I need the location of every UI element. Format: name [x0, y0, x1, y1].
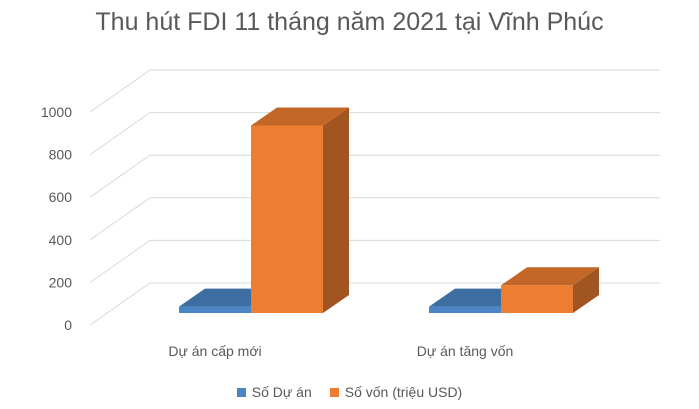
legend-item-so-von: Số vốn (triệu USD)	[329, 384, 463, 400]
y-tick-label-3: 600	[49, 189, 73, 205]
y-tick-label-1: 200	[49, 274, 73, 290]
gridlines	[89, 69, 660, 326]
chart-title: Thu hút FDI 11 tháng năm 2021 tại Vĩnh P…	[95, 8, 604, 36]
bar-front	[429, 306, 501, 313]
legend-swatch-so-du-an	[236, 387, 246, 397]
legend-label-so-du-an: Số Dự án	[251, 384, 312, 400]
y-tick-label-0: 0	[64, 317, 72, 333]
legend-item-so-du-an: Số Dự án	[236, 384, 312, 400]
y-tick-label-4: 800	[49, 147, 73, 163]
bar-front	[251, 125, 323, 313]
y-axis-ticks: 0 200 400 600 800 1000	[41, 104, 72, 333]
bar-so-von-1	[501, 267, 599, 313]
category-label-0: Dự án cấp mới	[168, 343, 261, 359]
bar-front	[179, 306, 251, 313]
legend: Số Dự án Số vốn (triệu USD)	[0, 384, 699, 400]
category-labels: Dự án cấp mới Dự án tăng vốn	[168, 343, 513, 359]
gridline-2	[89, 197, 660, 241]
legend-swatch-so-von	[329, 387, 339, 397]
gridline-0	[89, 282, 660, 326]
bars	[179, 107, 599, 313]
bar-so-von-0	[251, 107, 349, 313]
bar-top	[251, 107, 349, 126]
gridline-4	[89, 112, 660, 156]
bar-top	[501, 267, 599, 286]
bar-side	[573, 267, 599, 313]
bar-front	[501, 285, 573, 313]
gridline-1	[89, 239, 660, 283]
gridline-3	[89, 154, 660, 198]
category-label-1: Dự án tăng vốn	[417, 343, 514, 359]
y-tick-label-5: 1000	[41, 104, 72, 120]
bar-side	[323, 107, 349, 313]
gridline-5	[89, 69, 660, 113]
y-tick-label-2: 400	[49, 232, 73, 248]
legend-label-so-von: Số vốn (triệu USD)	[344, 384, 463, 400]
